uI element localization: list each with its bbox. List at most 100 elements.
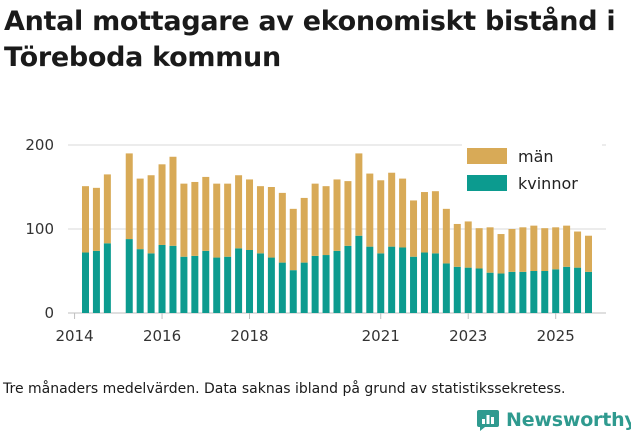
legend-label-man: män xyxy=(518,147,554,166)
x-tick-label: 2018 xyxy=(230,327,268,345)
bar-man xyxy=(147,175,155,254)
bar-man xyxy=(420,192,428,253)
x-axis: 2014 2016 2018 2021 2023 2025 xyxy=(55,313,575,345)
bar-kvinnor xyxy=(224,256,232,313)
bar-man xyxy=(213,183,221,258)
bar-man xyxy=(508,229,516,272)
bar-man xyxy=(158,164,166,245)
y-tick-label: 200 xyxy=(25,136,54,154)
bar-kvinnor xyxy=(541,271,549,313)
bar-kvinnor xyxy=(125,239,133,313)
bar-kvinnor xyxy=(235,248,243,313)
bar-man xyxy=(191,181,199,256)
x-tick-label: 2016 xyxy=(143,327,181,345)
newsworthy-logo-icon xyxy=(477,410,499,431)
bar-man xyxy=(224,183,232,257)
legend-label-kvinnor: kvinnor xyxy=(518,174,578,193)
bar-man xyxy=(235,175,243,249)
bar-kvinnor xyxy=(169,245,177,313)
bar-man xyxy=(103,174,111,244)
bar-kvinnor xyxy=(486,272,494,313)
bar-man xyxy=(399,178,407,248)
footnote: Tre månaders medelvärden. Data saknas ib… xyxy=(3,381,566,397)
bar-kvinnor xyxy=(289,270,297,313)
y-tick-label: 100 xyxy=(25,220,54,238)
legend: män kvinnor xyxy=(462,143,602,203)
bar-kvinnor xyxy=(355,235,363,313)
bar-kvinnor xyxy=(399,247,407,313)
bar-kvinnor xyxy=(82,252,89,313)
bar-man xyxy=(563,225,571,267)
bar-man xyxy=(125,153,133,240)
bar-man xyxy=(169,156,177,246)
bar-man xyxy=(585,235,592,272)
bar-kvinnor xyxy=(410,256,418,313)
legend-swatch-man xyxy=(467,148,507,164)
bar-kvinnor xyxy=(267,257,275,313)
bar-man xyxy=(278,192,286,263)
y-tick-label: 0 xyxy=(44,304,54,322)
bar-man xyxy=(475,228,483,269)
bar-kvinnor xyxy=(420,252,428,313)
bar-man xyxy=(136,178,144,250)
bar-man xyxy=(267,187,275,258)
bar-kvinnor xyxy=(552,269,560,313)
x-tick-label: 2014 xyxy=(55,327,93,345)
bar-man xyxy=(453,223,461,267)
bar-kvinnor xyxy=(453,266,461,313)
bar-kvinnor xyxy=(180,256,188,313)
bar-man xyxy=(82,186,89,253)
legend-swatch-kvinnor xyxy=(467,175,507,191)
bar-man xyxy=(256,186,264,254)
brand[interactable]: Newsworthy xyxy=(476,408,631,432)
bar-kvinnor xyxy=(344,245,352,313)
bar-man xyxy=(289,208,297,271)
bar-kvinnor xyxy=(519,271,527,313)
bar-kvinnor xyxy=(202,250,210,313)
x-tick-label: 2021 xyxy=(362,327,400,345)
bar-man xyxy=(519,227,527,272)
bar-man xyxy=(541,228,549,271)
bar-man xyxy=(355,153,363,236)
bar-kvinnor xyxy=(464,267,472,313)
bar-kvinnor xyxy=(158,244,166,313)
stacked-bar-chart: 0 100 200 2014 2016 2018 2021 2023 2025 män kvi… xyxy=(25,136,606,345)
bar-kvinnor xyxy=(475,268,483,313)
bar-man xyxy=(377,180,385,254)
bars xyxy=(82,153,592,313)
bar-kvinnor xyxy=(388,246,396,313)
bar-man xyxy=(344,181,352,246)
bar-man xyxy=(202,176,210,251)
x-tick-label: 2023 xyxy=(449,327,487,345)
bar-kvinnor xyxy=(213,257,221,313)
bar-kvinnor xyxy=(147,253,155,313)
bar-man xyxy=(442,208,450,264)
bar-kvinnor xyxy=(530,271,538,313)
bar-man xyxy=(410,200,418,257)
bar-kvinnor xyxy=(92,250,100,313)
bar-man xyxy=(333,179,341,251)
brand-name: Newsworthy xyxy=(506,409,631,431)
bar-kvinnor xyxy=(366,246,374,313)
bar-man xyxy=(300,197,308,263)
bar-kvinnor xyxy=(322,255,330,313)
bar-kvinnor xyxy=(563,266,571,313)
bar-man xyxy=(180,183,188,257)
bar-kvinnor xyxy=(191,255,199,313)
bar-man xyxy=(552,227,560,270)
bar-kvinnor xyxy=(442,263,450,313)
bar-man xyxy=(530,225,538,271)
bar-man xyxy=(366,173,374,247)
bar-kvinnor xyxy=(377,253,385,313)
bar-man xyxy=(246,179,254,250)
bar-kvinnor xyxy=(585,271,592,313)
bar-kvinnor xyxy=(246,250,254,313)
bar-kvinnor xyxy=(256,253,264,313)
bar-kvinnor xyxy=(497,273,505,313)
bar-man xyxy=(464,221,472,268)
bar-kvinnor xyxy=(300,262,308,313)
bar-man xyxy=(92,187,100,251)
bar-kvinnor xyxy=(333,250,341,313)
chart-title: Antal mottagare av ekonomiskt bistånd i … xyxy=(4,6,616,73)
bar-kvinnor xyxy=(136,249,144,313)
